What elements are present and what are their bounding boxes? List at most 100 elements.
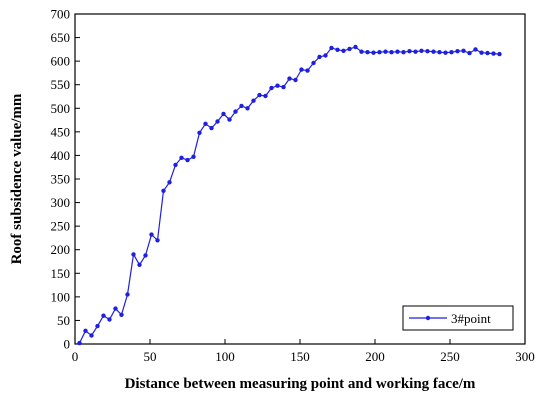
data-point [497, 51, 502, 57]
data-point [137, 262, 142, 267]
data-point [77, 340, 82, 346]
x-tick-label: 250 [440, 349, 460, 364]
x-tick-label: 200 [365, 349, 385, 364]
y-tick-label: 650 [51, 30, 71, 45]
data-point [449, 50, 454, 55]
data-point [113, 306, 118, 311]
data-point [257, 92, 262, 98]
data-point [149, 232, 154, 237]
data-point [287, 76, 292, 81]
data-point [185, 157, 190, 163]
x-tick-label: 0 [72, 349, 79, 364]
y-axis-title: Roof subsidence value/mm [9, 93, 25, 264]
data-point [323, 53, 328, 58]
data-point [173, 162, 178, 168]
data-point [491, 51, 496, 56]
y-tick-label: 300 [51, 195, 71, 210]
data-point [347, 46, 352, 52]
data-point [353, 44, 358, 50]
data-point [275, 83, 280, 88]
data-point [437, 50, 442, 55]
axis-tick-labels: 0 50 100 150 200 250 300 0 50 100 150 200 250 300 350 4… [51, 7, 535, 365]
x-axis-title: Distance between measuring point and wor… [125, 376, 476, 392]
data-point [455, 49, 460, 54]
data-point [467, 50, 472, 56]
data-point [299, 67, 304, 72]
data-point [419, 48, 424, 53]
series-layer [77, 44, 502, 346]
data-point [191, 154, 196, 159]
legend: 3#point [402, 305, 514, 331]
x-tick-label: 50 [144, 349, 157, 364]
data-point [83, 328, 88, 333]
data-point [281, 84, 286, 90]
data-point [239, 103, 244, 109]
data-point [227, 117, 232, 122]
data-point [407, 49, 412, 54]
x-tick-label: 100 [215, 349, 235, 364]
data-point [263, 93, 268, 99]
data-point [311, 60, 316, 66]
data-point [107, 317, 112, 322]
data-point [125, 292, 130, 297]
data-point [383, 49, 388, 54]
y-tick-label: 450 [51, 124, 71, 139]
data-point [167, 180, 172, 185]
y-tick-label: 400 [51, 148, 71, 163]
data-point [431, 49, 436, 54]
y-tick-label: 350 [51, 172, 71, 187]
data-point [389, 50, 394, 55]
x-tick-label: 300 [515, 349, 535, 364]
y-tick-label: 700 [51, 7, 71, 22]
data-point [89, 333, 94, 338]
y-tick-label: 550 [51, 77, 71, 92]
data-point [371, 50, 376, 55]
y-tick-label: 250 [51, 219, 71, 234]
data-point [203, 121, 208, 127]
data-point [233, 109, 238, 114]
data-point [401, 50, 406, 55]
data-point [461, 48, 466, 53]
data-point [377, 50, 382, 55]
data-point [341, 48, 346, 53]
legend-label: 3#point [451, 311, 491, 326]
y-tick-label: 500 [51, 101, 71, 116]
data-point [413, 49, 418, 54]
data-point [443, 50, 448, 55]
data-point [293, 77, 298, 83]
legend-marker [425, 315, 431, 321]
data-point [221, 111, 226, 117]
data-point [473, 47, 478, 52]
data-point [251, 98, 256, 103]
data-point [101, 313, 106, 318]
y-tick-label: 100 [51, 289, 71, 304]
data-point [245, 106, 250, 111]
data-point [215, 119, 220, 124]
data-point [359, 49, 364, 54]
data-point [329, 45, 334, 51]
data-point [95, 323, 100, 329]
series-line [78, 46, 500, 344]
data-point [197, 130, 202, 135]
data-point [161, 188, 166, 193]
data-point [305, 68, 310, 73]
data-point [425, 49, 430, 54]
data-point [269, 85, 274, 91]
data-point [365, 50, 370, 55]
data-point [395, 49, 400, 54]
x-tick-label: 150 [290, 349, 310, 364]
data-point [485, 50, 490, 56]
y-tick-label: 150 [51, 266, 71, 281]
y-tick-label: 50 [57, 313, 70, 328]
data-point [131, 252, 136, 257]
plot-frame [74, 13, 526, 345]
data-point [155, 238, 160, 243]
axis-ticks [74, 13, 526, 345]
data-point [179, 155, 184, 160]
y-tick-label: 0 [64, 337, 71, 352]
data-point [143, 253, 148, 258]
data-point [479, 50, 484, 55]
y-tick-label: 600 [51, 54, 71, 69]
data-point [317, 54, 322, 60]
